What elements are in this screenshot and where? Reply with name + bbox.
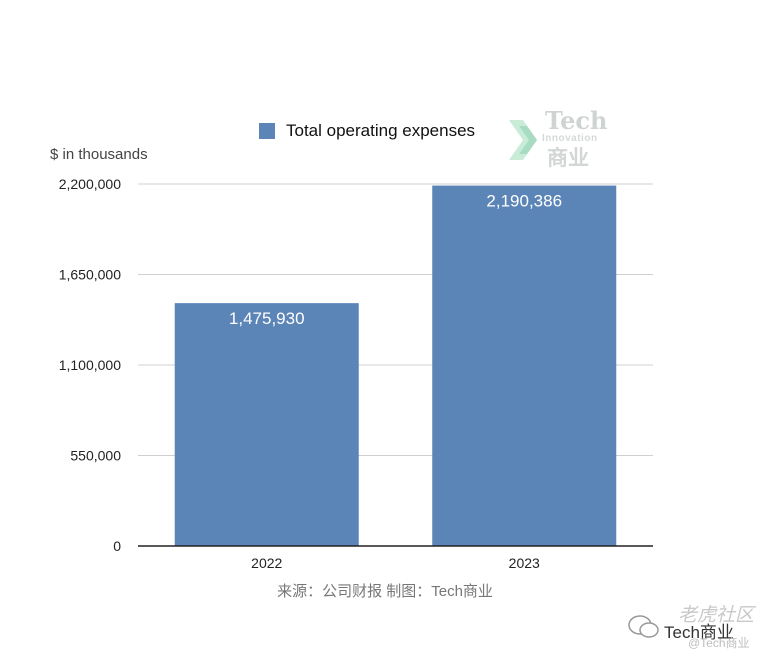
y-tick-label: 1,650,000: [59, 267, 121, 283]
watermark-community: 老虎社区: [678, 605, 755, 626]
x-tick-label: 2022: [251, 555, 282, 571]
tech-innovation-logo: Tech Innovation 商业: [505, 106, 615, 170]
bar-value-label: 2,190,386: [486, 192, 562, 211]
y-tick-label: 0: [113, 538, 121, 554]
logo-text-business: 商业: [547, 147, 589, 170]
logo-text-tech: Tech: [545, 106, 608, 135]
y-tick-label: 2,200,000: [59, 176, 121, 192]
wechat-icon: [628, 615, 659, 638]
legend: Total operating expenses: [259, 121, 475, 141]
watermark-handle: @Tech商业: [688, 636, 750, 650]
watermark-brand: Tech商业: [664, 623, 734, 642]
watermark: 老虎社区 Tech商业 @Tech商业: [628, 600, 763, 652]
legend-swatch: [259, 123, 275, 139]
chevron-logo-icon: [509, 120, 537, 160]
source-note: 来源：公司财报 制图：Tech商业: [277, 583, 493, 600]
y-axis-label: $ in thousands: [50, 146, 148, 163]
legend-label: Total operating expenses: [286, 121, 476, 140]
y-tick-label: 1,100,000: [59, 357, 121, 373]
bar: [174, 303, 359, 546]
logo-text-innovation: Innovation: [542, 133, 598, 144]
bar: [432, 185, 617, 546]
x-tick-label: 2023: [509, 555, 540, 571]
y-tick-label: 550,000: [70, 448, 121, 464]
bar-value-label: 1,475,930: [229, 309, 305, 328]
